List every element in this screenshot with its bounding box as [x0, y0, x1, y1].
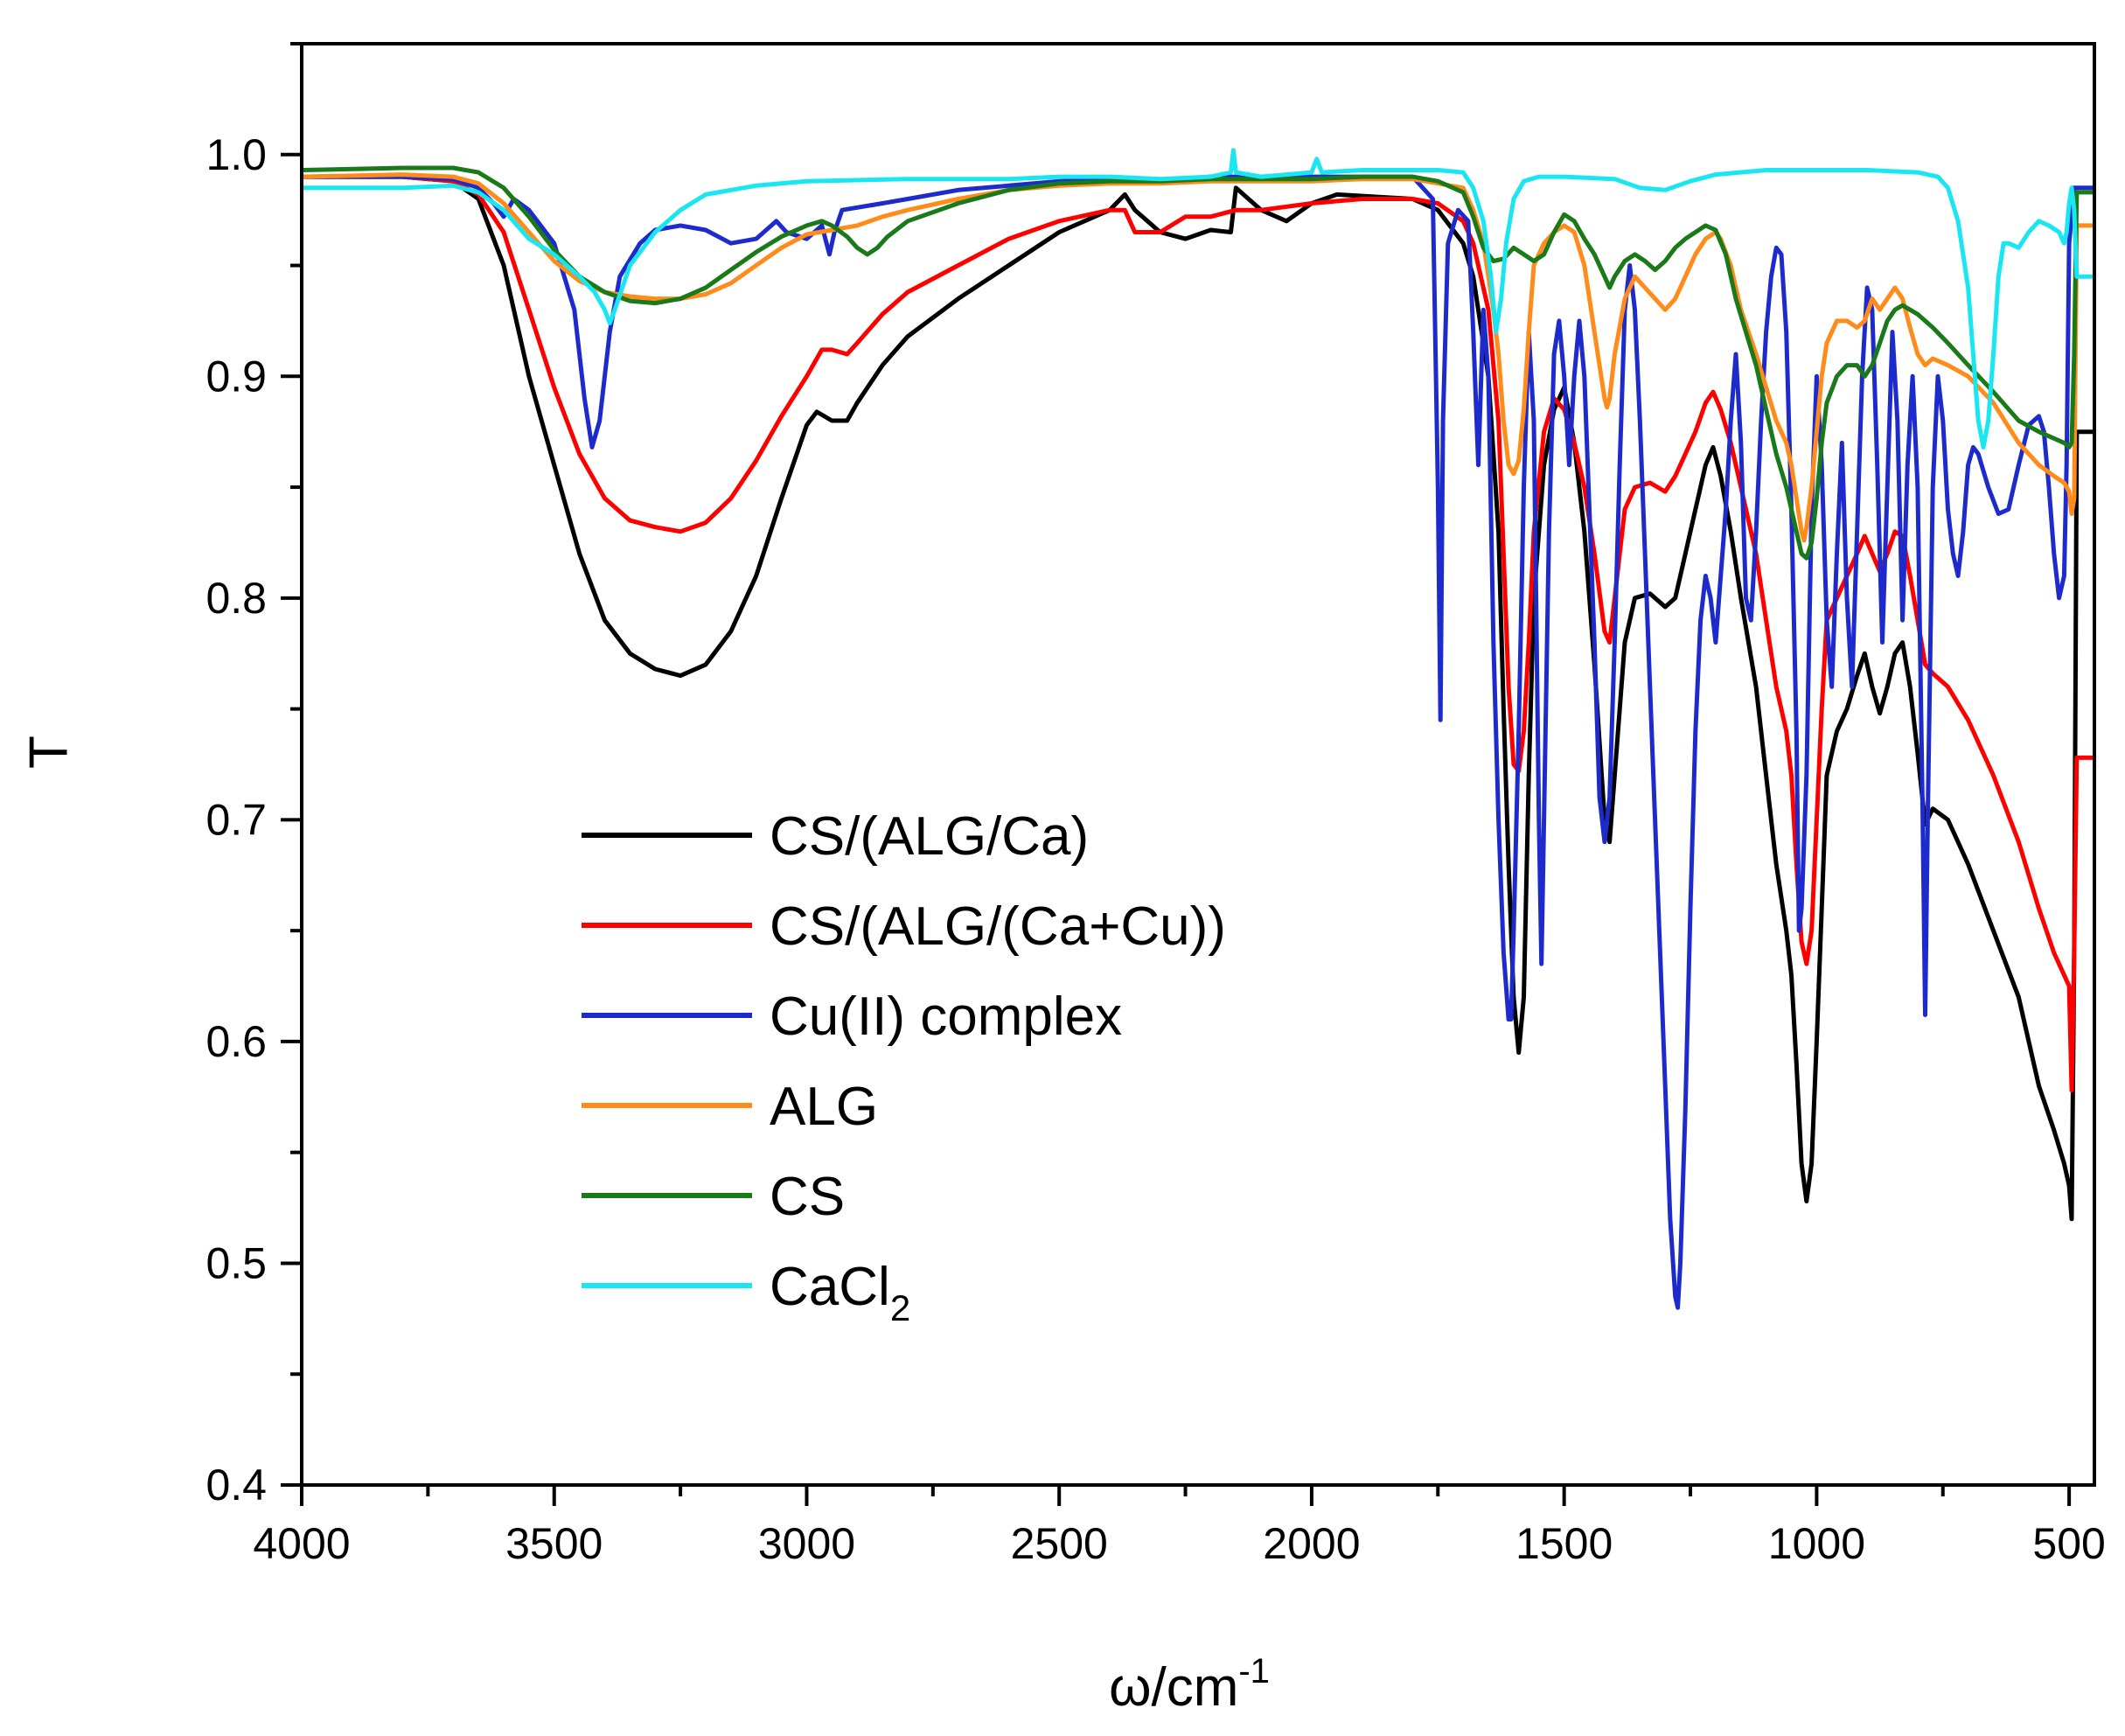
legend-label-main: Cu(II) complex — [770, 987, 1122, 1047]
legend-label: CaCl2 — [770, 1257, 910, 1328]
legend-label: ALG — [770, 1077, 878, 1137]
series-line-alg — [302, 172, 2094, 543]
y-axis-title: T — [18, 736, 79, 769]
y-tick-label: 0.5 — [206, 1238, 267, 1287]
y-tick-label: 1.0 — [206, 130, 267, 179]
x-tick-label: 3000 — [758, 1519, 855, 1568]
x-tick-label: 3500 — [505, 1519, 603, 1568]
x-tick-label: 2000 — [1263, 1519, 1360, 1568]
x-tick-label: 1000 — [1768, 1519, 1865, 1568]
x-tick-label: 2500 — [1011, 1519, 1108, 1568]
y-tick-label: 0.4 — [206, 1461, 267, 1509]
series-layer — [302, 148, 2094, 1310]
y-tick-label: 0.7 — [206, 795, 267, 844]
legend-label: Cu(II) complex — [770, 987, 1122, 1047]
x-tick-label: 500 — [2032, 1519, 2105, 1568]
x-axis-title-main: ω/cm — [1109, 1657, 1238, 1718]
legend-label: CS/(ALG/Ca) — [770, 806, 1089, 867]
legend-label-main: CS — [770, 1167, 845, 1227]
legend-label-main: CS/(ALG/Ca) — [770, 806, 1089, 867]
series-line-cu-ii-complex — [302, 174, 2094, 1310]
legend-label-main: CS/(ALG/(Ca+Cu)) — [770, 896, 1226, 957]
y-tick-label: 0.8 — [206, 574, 267, 623]
y-tick-label: 0.6 — [206, 1017, 267, 1066]
x-tick-label: 4000 — [253, 1519, 350, 1568]
x-axis-title-superscript: -1 — [1238, 1652, 1270, 1691]
axes-layer: 4000 3500 3000 2500 2000 1500 1000 500 0.4 0.5 0.6… — [206, 42, 2106, 1568]
x-axis-title: ω/cm-1 — [1109, 1652, 1270, 1718]
y-tick-label: 0.9 — [206, 352, 267, 401]
x-tick-label: 1500 — [1515, 1519, 1613, 1568]
series-line-cs — [302, 165, 2094, 561]
legend-label-main: CaCl — [770, 1257, 890, 1317]
legend: CS/(ALG/Ca) CS/(ALG/(Ca+Cu)) Cu(II) comple… — [582, 806, 1226, 1328]
legend-label-subscript: 2 — [890, 1287, 910, 1328]
legend-label-main: ALG — [770, 1077, 878, 1137]
legend-label: CS — [770, 1167, 845, 1227]
series-line-cacl2 — [302, 148, 2094, 450]
plot-frame — [300, 42, 2096, 1487]
series-line-cs-alg-ca-cu — [302, 174, 2094, 1093]
legend-label: CS/(ALG/(Ca+Cu)) — [770, 896, 1226, 957]
